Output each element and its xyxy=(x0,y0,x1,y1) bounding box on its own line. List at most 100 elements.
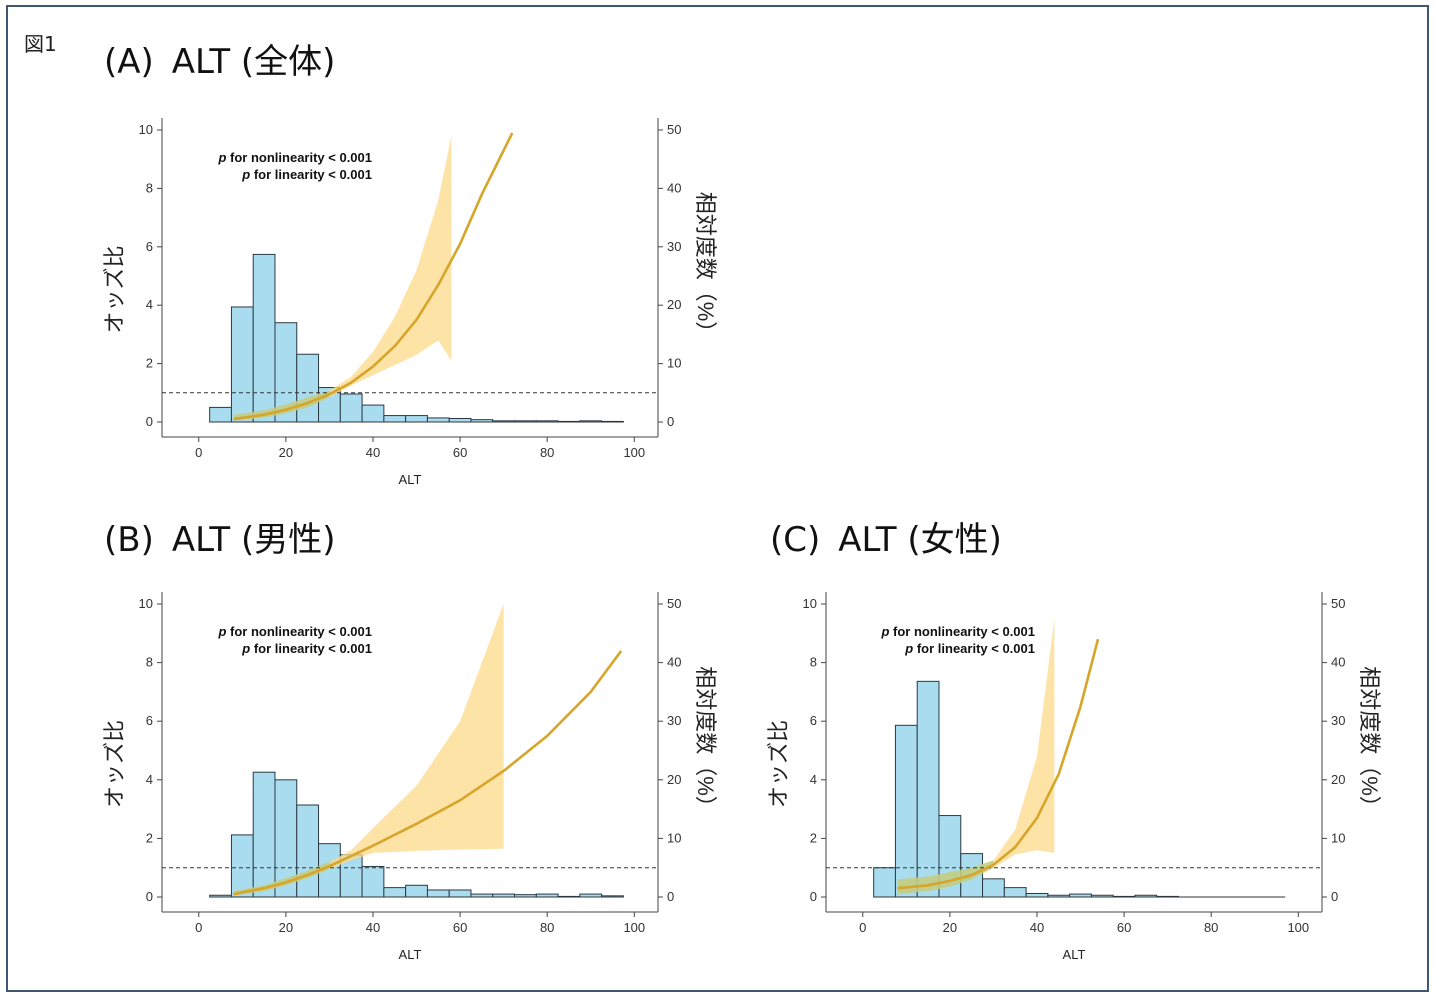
x-tick-label: 40 xyxy=(366,920,380,935)
y-left-tick-label: 0 xyxy=(810,889,817,904)
panel-a-title: (A) ALT (全体) xyxy=(104,34,335,83)
y-right-tick-label: 30 xyxy=(667,713,681,728)
x-axis-label: ALT xyxy=(399,472,422,487)
y-right-tick-label: 50 xyxy=(1331,596,1345,611)
annotation-text: for nonlinearity < 0.001 xyxy=(226,624,372,639)
y-left-tick-label: 4 xyxy=(146,297,153,312)
annotation-p-symbol: p xyxy=(241,167,250,182)
histogram-bar xyxy=(1025,892,1049,898)
y-left-tick-label: 10 xyxy=(139,122,153,137)
x-tick-label: 80 xyxy=(1204,920,1218,935)
y-axis-right-label: 相対度数（%） xyxy=(693,192,718,344)
histogram-bar xyxy=(1003,887,1027,898)
y-axis-left-label: オッズ比 xyxy=(102,245,127,333)
annotation-p-symbol: p xyxy=(217,150,226,165)
x-tick-label: 20 xyxy=(279,445,293,460)
y-right-tick-label: 20 xyxy=(667,297,681,312)
y-left-tick-label: 2 xyxy=(146,830,153,845)
x-tick-label: 40 xyxy=(1030,920,1044,935)
annotation-p-symbol: p xyxy=(241,641,250,656)
annotation-linearity: p for linearity < 0.001 xyxy=(241,641,372,656)
x-tick-label: 80 xyxy=(540,445,554,460)
annotation-text: for nonlinearity < 0.001 xyxy=(226,150,372,165)
x-tick-label: 60 xyxy=(1117,920,1131,935)
y-right-tick-label: 10 xyxy=(1331,830,1345,845)
panel-c-title: (C) ALT (女性) xyxy=(770,512,1002,561)
annotation-nonlinearity: p for nonlinearity < 0.001 xyxy=(217,150,372,165)
odds-ratio-curve xyxy=(897,638,1100,890)
y-right-tick-label: 0 xyxy=(1331,889,1338,904)
confidence-band xyxy=(233,135,452,421)
y-axis-right-label: 相対度数（%） xyxy=(1357,666,1382,818)
histogram-bar xyxy=(894,724,918,898)
y-left-tick-label: 0 xyxy=(146,889,153,904)
x-tick-label: 80 xyxy=(540,920,554,935)
y-left-tick-label: 6 xyxy=(146,239,153,254)
histogram-bar xyxy=(916,680,940,898)
confidence-band-overlap xyxy=(233,861,330,896)
y-left-tick-label: 6 xyxy=(146,713,153,728)
annotation-text: for linearity < 0.001 xyxy=(250,167,372,182)
x-tick-label: 100 xyxy=(1287,920,1309,935)
x-tick-label: 40 xyxy=(366,445,380,460)
figure-frame xyxy=(6,5,1429,992)
y-axis-left-label: オッズ比 xyxy=(102,720,127,808)
x-tick-label: 20 xyxy=(943,920,957,935)
y-left-tick-label: 4 xyxy=(146,772,153,787)
annotation-text: for nonlinearity < 0.001 xyxy=(889,624,1035,639)
y-left-tick-label: 6 xyxy=(810,713,817,728)
panel-b-prefix: (B) xyxy=(104,520,154,560)
confidence-band-overlap xyxy=(233,390,330,421)
annotation-text: for linearity < 0.001 xyxy=(913,641,1035,656)
x-axis-label: ALT xyxy=(1063,947,1086,962)
histogram-bar xyxy=(982,878,1005,898)
y-left-tick-label: 2 xyxy=(146,356,153,371)
x-tick-label: 60 xyxy=(453,920,467,935)
y-right-tick-label: 20 xyxy=(1331,772,1345,787)
histogram-bar xyxy=(873,867,896,898)
y-right-tick-label: 30 xyxy=(667,239,681,254)
panel-c-name: ALT (女性) xyxy=(838,520,1002,560)
annotation-text: for linearity < 0.001 xyxy=(250,641,372,656)
y-right-tick-label: 40 xyxy=(1331,655,1345,670)
x-tick-label: 60 xyxy=(453,445,467,460)
panel-a-name: ALT (全体) xyxy=(171,42,336,82)
x-tick-label: 0 xyxy=(195,445,202,460)
y-right-tick-label: 50 xyxy=(667,596,681,611)
y-left-tick-label: 2 xyxy=(810,830,817,845)
annotation-nonlinearity: p for nonlinearity < 0.001 xyxy=(880,624,1035,639)
panel-c-prefix: (C) xyxy=(770,520,821,560)
x-tick-label: 100 xyxy=(623,920,645,935)
annotation-nonlinearity: p for nonlinearity < 0.001 xyxy=(217,624,372,639)
x-axis-label: ALT xyxy=(399,947,422,962)
odds-ratio-curve xyxy=(233,132,514,421)
y-right-tick-label: 10 xyxy=(667,830,681,845)
odds-ratio-curve xyxy=(233,650,623,896)
annotation-p-symbol: p xyxy=(217,624,226,639)
y-left-tick-label: 10 xyxy=(139,596,153,611)
y-right-tick-label: 0 xyxy=(667,414,674,429)
y-right-tick-label: 40 xyxy=(667,655,681,670)
y-right-tick-label: 40 xyxy=(667,180,681,195)
x-tick-label: 100 xyxy=(623,445,645,460)
y-right-tick-label: 20 xyxy=(667,772,681,787)
y-left-tick-label: 0 xyxy=(146,414,153,429)
panel-b-name: ALT (男性) xyxy=(171,520,336,560)
y-left-tick-label: 10 xyxy=(803,596,817,611)
y-left-tick-label: 8 xyxy=(810,655,817,670)
panel-a-prefix: (A) xyxy=(104,42,154,82)
y-left-tick-label: 4 xyxy=(810,772,817,787)
annotation-linearity: p for linearity < 0.001 xyxy=(241,167,372,182)
figure-label: 図1 xyxy=(24,32,57,56)
panel-b-title: (B) ALT (男性) xyxy=(104,512,335,561)
y-right-tick-label: 50 xyxy=(667,122,681,137)
y-axis-right-label: 相対度数（%） xyxy=(693,666,718,818)
annotation-linearity: p for linearity < 0.001 xyxy=(904,641,1035,656)
annotation-p-symbol: p xyxy=(880,624,889,639)
y-axis-left-label: オッズ比 xyxy=(766,720,791,808)
x-tick-label: 0 xyxy=(195,920,202,935)
x-tick-label: 20 xyxy=(279,920,293,935)
